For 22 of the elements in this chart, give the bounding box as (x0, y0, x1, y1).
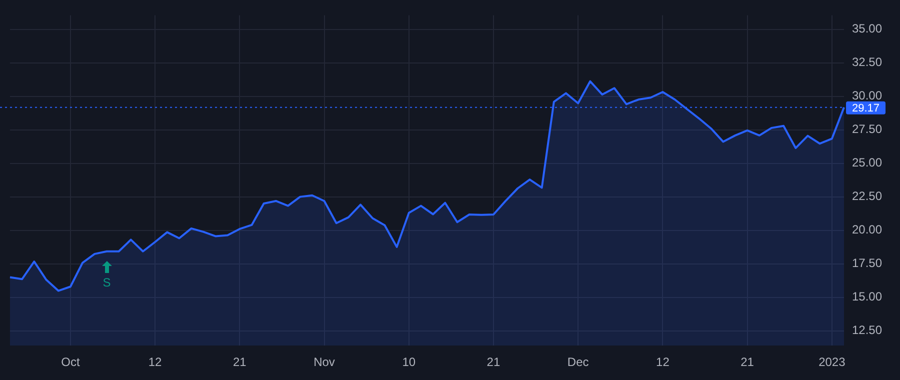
y-tick-label: 35.00 (852, 22, 882, 36)
y-tick-label: 32.50 (852, 55, 882, 70)
ref-line-label: 29.17 (852, 102, 880, 114)
x-tick-label: 21 (232, 355, 247, 370)
x-tick-label: 21 (486, 355, 500, 370)
y-tick-label: 12.50 (852, 323, 882, 338)
x-tick-label: 2023 (818, 355, 846, 370)
x-tick-label: Nov (314, 355, 335, 370)
x-tick-label: 21 (740, 355, 754, 370)
y-tick-label: 22.50 (852, 189, 882, 204)
x-tick-label: 12 (656, 355, 670, 370)
x-tick-label: 12 (148, 355, 162, 370)
x-tick-label: 10 (402, 355, 416, 370)
y-tick-label: 20.00 (852, 222, 882, 237)
annotation: S (102, 276, 111, 290)
x-tick-label: Oct (61, 355, 80, 370)
y-tick-label: 17.50 (852, 256, 882, 270)
y-tick-label: 27.50 (852, 122, 882, 136)
y-tick-label: 15.00 (852, 290, 882, 304)
y-tick-label: 25.00 (852, 156, 882, 170)
y-tick-label: 30.00 (852, 88, 882, 103)
x-tick-label: Dec (567, 355, 589, 370)
